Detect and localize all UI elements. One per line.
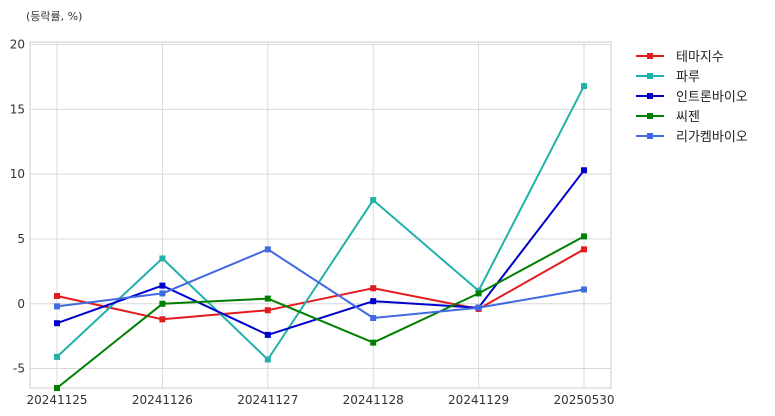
data-point — [581, 233, 587, 240]
data-point — [370, 339, 377, 346]
data-point — [475, 290, 482, 297]
data-point — [264, 246, 271, 253]
legend-item: 리가켐바이오 — [636, 130, 748, 145]
legend-swatch-marker — [647, 113, 653, 119]
series-4 — [54, 233, 587, 391]
data-point — [581, 286, 587, 293]
legend-swatch-marker — [647, 93, 653, 99]
legend-item: 씨젠 — [636, 110, 700, 125]
data-point — [475, 304, 482, 311]
series-line — [56, 85, 585, 361]
y-tick-label: 10 — [10, 167, 25, 181]
data-point — [370, 285, 377, 292]
legend-swatch-marker — [647, 73, 653, 79]
x-tick-label: 20241127 — [237, 393, 298, 407]
data-point — [159, 316, 166, 323]
legend-label: 파루 — [676, 70, 700, 85]
data-point — [159, 300, 166, 307]
data-point — [159, 255, 166, 262]
data-point — [370, 298, 377, 305]
data-point — [581, 246, 587, 253]
x-tick-label: 20241126 — [132, 393, 193, 407]
y-axis-ticks: -5 0 5 10 15 20 — [10, 38, 25, 376]
data-point — [54, 353, 60, 360]
y-tick-label: -5 — [13, 362, 25, 376]
x-axis-ticks: 20241125 20241126 20241127 20241128 20241129… — [26, 393, 614, 407]
x-tick-label: 20250530 — [553, 393, 614, 407]
series-line — [56, 248, 585, 319]
data-point — [54, 303, 60, 310]
data-point — [159, 290, 166, 297]
y-tick-label: 5 — [17, 232, 25, 246]
series-lines — [54, 83, 587, 391]
data-point — [370, 315, 377, 322]
y-tick-label: 0 — [17, 297, 25, 311]
legend-label: 테마지수 — [676, 50, 724, 65]
x-tick-label: 20241129 — [448, 393, 509, 407]
x-tick-label: 20241128 — [343, 393, 404, 407]
x-tick-label: 20241125 — [26, 393, 87, 407]
legend-swatch-marker — [647, 133, 653, 139]
data-point — [581, 167, 587, 174]
legend-item: 파루 — [636, 70, 700, 85]
unit-label: (등락률, %) — [26, 10, 82, 23]
y-tick-label: 15 — [10, 102, 25, 116]
gridlines — [30, 42, 611, 388]
data-point — [54, 385, 60, 391]
legend-label: 인트론바이오 — [676, 90, 748, 105]
data-point — [581, 83, 587, 90]
data-point — [264, 356, 271, 363]
data-point — [264, 307, 271, 314]
data-point — [54, 292, 60, 299]
legend-label: 씨젠 — [676, 110, 700, 125]
data-point — [264, 295, 271, 302]
legend-item: 인트론바이오 — [636, 90, 748, 105]
data-point — [54, 320, 60, 327]
legend-swatch-marker — [647, 53, 653, 59]
data-point — [370, 197, 377, 204]
series-line — [56, 248, 585, 321]
data-point — [264, 331, 271, 338]
plot-area — [29, 41, 612, 389]
legend-label: 리가켐바이오 — [676, 130, 748, 145]
legend-item: 테마지수 — [636, 50, 724, 65]
series-5 — [54, 246, 587, 322]
data-point — [159, 282, 166, 289]
y-tick-label: 20 — [10, 38, 25, 52]
series-line — [56, 235, 585, 389]
